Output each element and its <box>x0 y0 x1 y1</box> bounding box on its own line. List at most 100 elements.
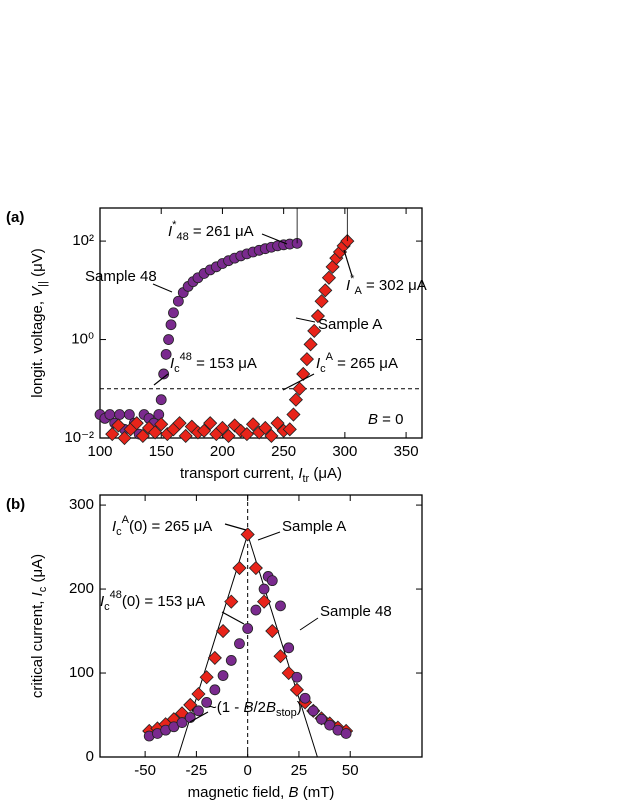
text-part: (0) = 265 μA <box>129 518 212 535</box>
annotation: ~(1 - B/2Bstop) <box>208 699 302 719</box>
data-point <box>117 430 132 446</box>
y-tick-label: 0 <box>86 748 94 765</box>
text-part: c <box>37 586 49 592</box>
series-label: Sample 48 <box>320 603 392 620</box>
data-point <box>163 334 174 345</box>
text-part: I <box>170 355 174 372</box>
text-part: c <box>104 601 110 613</box>
data-point <box>225 655 237 666</box>
x-tick-label: 100 <box>87 443 112 460</box>
annotation-arrow <box>282 373 315 391</box>
text-part: ) <box>297 699 302 716</box>
text-part: 48 <box>110 589 122 601</box>
data-point <box>203 416 218 431</box>
data-point <box>307 705 319 717</box>
x-tick-label: 350 <box>394 443 419 460</box>
annotation: I*A = 302 μA <box>346 273 427 297</box>
data-point <box>114 409 125 420</box>
y-axis-label: critical current, Ic (μA) <box>29 554 49 698</box>
data-point <box>207 650 222 665</box>
text-part: * <box>172 219 177 231</box>
plot-frame <box>99 207 423 439</box>
annotation-arrow <box>153 373 169 386</box>
y-tick-label: 200 <box>69 580 94 597</box>
annotation-arrow <box>343 249 353 277</box>
text-part: (μA) <box>309 465 342 482</box>
text-part: I <box>168 223 172 240</box>
annotation: Ic48(0) = 153 μA <box>100 589 205 613</box>
data-point <box>184 712 196 723</box>
text-part: V <box>29 285 46 297</box>
data-point <box>286 407 301 422</box>
data-point <box>232 560 247 576</box>
text-part: 48 <box>176 231 188 243</box>
text-part: B <box>289 784 299 801</box>
data-point <box>155 394 167 406</box>
data-point <box>318 283 333 298</box>
data-point <box>234 638 245 650</box>
text-part: critical current, <box>29 596 46 698</box>
data-point <box>135 428 150 444</box>
text-part: I <box>100 593 104 610</box>
y-tick-label: 300 <box>69 496 94 513</box>
text-part: magnetic field, <box>188 784 289 801</box>
data-point <box>245 417 261 432</box>
data-point <box>242 623 254 634</box>
data-point <box>275 600 286 612</box>
annotation: Ic48 = 153 μA <box>170 351 257 375</box>
data-point <box>193 705 204 717</box>
x-tick-label: 0 <box>243 762 251 779</box>
data-point <box>292 381 307 396</box>
annotation: B = 0 <box>368 411 403 428</box>
panel-label: (a) <box>6 209 24 226</box>
text-part: (mT) <box>299 784 335 801</box>
text-part: = 302 μA <box>362 277 427 294</box>
y-tick-label: 100 <box>69 664 94 681</box>
x-tick-label: 300 <box>332 443 357 460</box>
data-point <box>160 348 172 360</box>
data-point <box>168 307 179 319</box>
text-part: A <box>122 514 130 526</box>
data-point <box>217 670 229 681</box>
data-point <box>148 425 163 440</box>
annotation: I*48 = 261 μA <box>168 219 254 243</box>
text-part: = 261 μA <box>189 223 254 240</box>
data-point <box>158 368 170 380</box>
text-part: stop <box>276 707 297 719</box>
data-point <box>176 717 188 728</box>
data-point <box>265 623 280 639</box>
annotation-arrow <box>221 611 245 625</box>
data-point <box>239 427 254 442</box>
data-point <box>258 583 270 595</box>
series-label: Sample 48 <box>85 268 157 285</box>
data-point <box>282 422 297 437</box>
text-part: A <box>326 351 334 363</box>
data-point <box>324 719 336 731</box>
annotation: IcA = 265 μA <box>316 351 398 375</box>
x-tick-label: 50 <box>342 762 359 779</box>
data-point <box>299 352 314 367</box>
data-point <box>240 527 255 542</box>
data-point <box>199 670 214 685</box>
text-part: B <box>266 699 276 716</box>
text-part: = 265 μA <box>333 355 398 372</box>
text-part: c <box>116 526 122 538</box>
data-point <box>154 417 169 432</box>
data-point <box>197 423 212 438</box>
text-part: || <box>37 281 49 287</box>
text-part: tr <box>303 473 310 485</box>
text-part: c <box>174 363 180 375</box>
annotation-arrow <box>189 711 209 723</box>
data-point <box>172 416 187 431</box>
data-point <box>340 728 352 739</box>
text-part: I <box>112 518 116 535</box>
text-part: (μV) <box>29 248 46 281</box>
annotation: IcA(0) = 265 μA <box>112 514 212 538</box>
text-part: longit. voltage, <box>29 297 46 398</box>
text-part: = 153 μA <box>192 355 257 372</box>
data-point <box>258 420 273 436</box>
text-part: * <box>350 273 355 285</box>
data-point <box>178 428 193 444</box>
